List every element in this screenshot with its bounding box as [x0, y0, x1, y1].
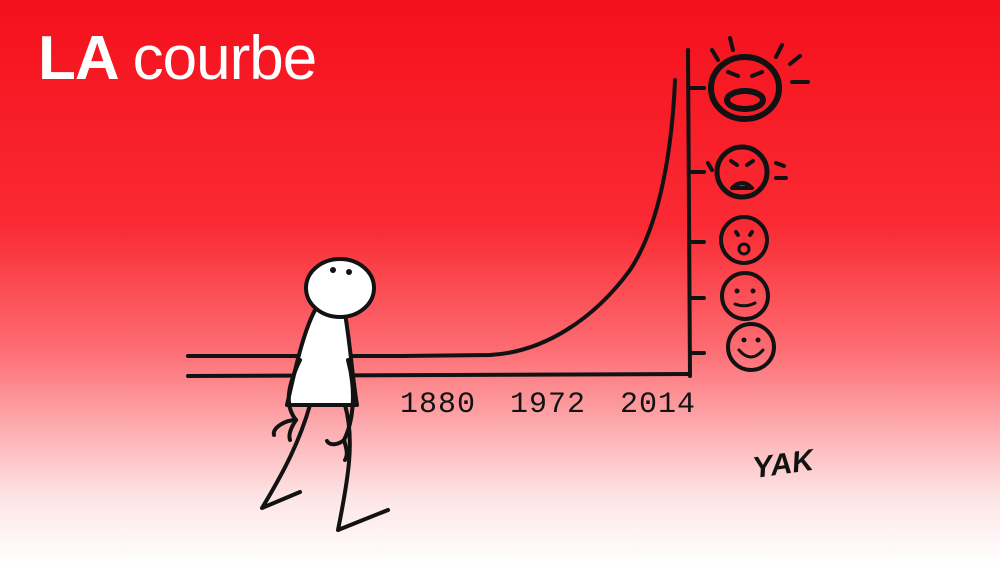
smiling-face-icon [726, 322, 776, 372]
axis-ticks [688, 86, 706, 355]
walking-figure [260, 257, 390, 532]
title-prefix: LA [38, 24, 120, 93]
title-word: courbe [132, 24, 318, 93]
screaming-face-icon [708, 36, 810, 122]
year-label: 2014 [620, 388, 696, 422]
worried-face-icon [719, 215, 769, 265]
crying-face-icon [706, 144, 788, 200]
figure-body [285, 303, 359, 407]
baseline-lower [186, 372, 692, 378]
neutral-face-icon [720, 271, 770, 321]
temperature-curve [398, 78, 677, 358]
year-label: 1880 [400, 388, 476, 422]
figure-head [304, 257, 376, 319]
vertical-axis [686, 48, 692, 378]
artist-signature: YAK [751, 444, 818, 486]
page-title: LA courbe [38, 28, 317, 90]
year-label: 1972 [510, 388, 586, 422]
